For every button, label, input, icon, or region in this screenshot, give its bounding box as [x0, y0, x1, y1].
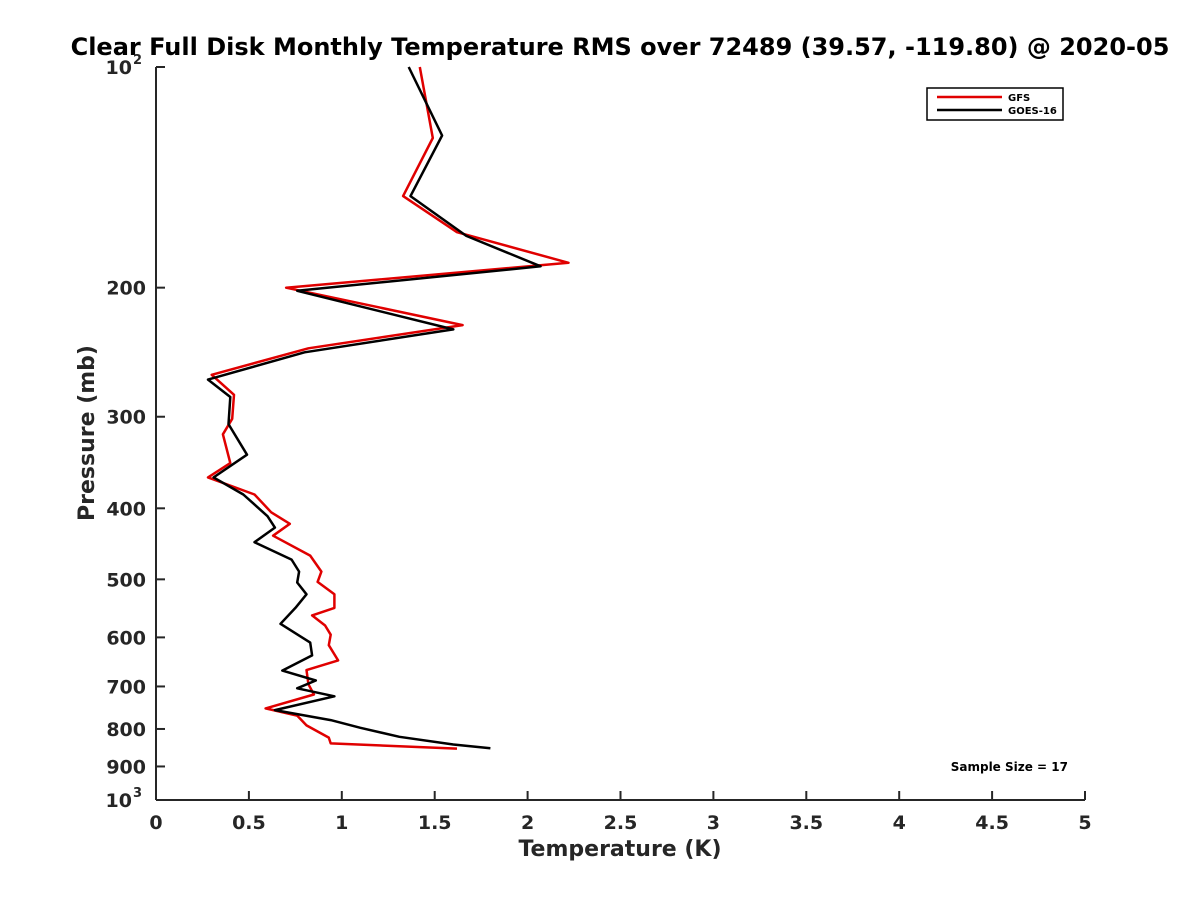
series-line-gfs: [206, 66, 570, 750]
y-tick-label: 300: [106, 407, 146, 429]
y-tick-label: 500: [106, 569, 146, 591]
x-ticks: 0 0.5 1 1.5 2 2.5 3 3.5 4 4.5 5: [149, 791, 1092, 834]
x-tick-label: 0: [149, 812, 162, 834]
x-tick-label: 2: [521, 812, 534, 834]
sample-size-annotation: Sample Size = 17: [951, 760, 1068, 774]
x-tick-label: 4.5: [975, 812, 1009, 834]
x-axis-label: Temperature (K): [518, 837, 721, 862]
x-tick-label: 0.5: [232, 812, 266, 834]
y-tick-label: 600: [106, 627, 146, 649]
series-line-goes16: [206, 66, 542, 750]
y-axis-label: Pressure (mb): [75, 345, 100, 521]
y-tick-label: 10: [106, 790, 132, 812]
legend-label-goes16: GOES-16: [1008, 106, 1057, 117]
chart-title: Clear Full Disk Monthly Temperature RMS …: [71, 33, 1170, 61]
y-tick-label: 900: [106, 756, 146, 778]
legend: GFS GOES-16: [926, 87, 1064, 121]
x-tick-label: 1.5: [418, 812, 452, 834]
x-tick-label: 2.5: [604, 812, 638, 834]
y-tick-label: 200: [106, 278, 146, 300]
legend-box: [926, 87, 1064, 121]
x-tick-label: 4: [893, 812, 906, 834]
x-tick-label: 1: [335, 812, 348, 834]
legend-label-gfs: GFS: [1008, 93, 1030, 104]
y-tick-label: 10: [106, 57, 132, 79]
y-tick-label: 700: [106, 676, 146, 698]
y-tick-label: 800: [106, 719, 146, 741]
y-tick-exponent: 3: [133, 786, 142, 801]
series-layer: [206, 66, 570, 750]
x-tick-label: 3.5: [789, 812, 823, 834]
x-tick-label: 5: [1078, 812, 1091, 834]
y-tick-label: 400: [106, 498, 146, 520]
x-tick-label: 3: [707, 812, 720, 834]
y-tick-exponent: 2: [133, 53, 142, 68]
